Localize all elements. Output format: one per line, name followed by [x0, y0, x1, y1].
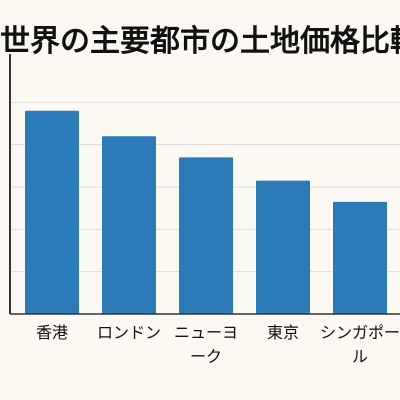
bar-2 — [102, 136, 156, 314]
bar-5 — [333, 201, 387, 314]
bar-1 — [25, 110, 79, 314]
x-tick-label: 香港 — [36, 323, 68, 342]
bar-3 — [179, 157, 233, 314]
x-tick-label: ル — [352, 347, 368, 366]
x-tick-label: シンガポー — [320, 323, 400, 342]
bar-4 — [256, 180, 310, 314]
chart-title: 世界の主要都市の土地価格比較 — [0, 24, 400, 59]
x-tick-label: ロンドン — [97, 323, 161, 342]
x-tick-label: ーク — [190, 347, 222, 366]
x-tick-label: ニューヨ — [174, 323, 238, 342]
x-tick-label: 東京 — [267, 323, 299, 342]
